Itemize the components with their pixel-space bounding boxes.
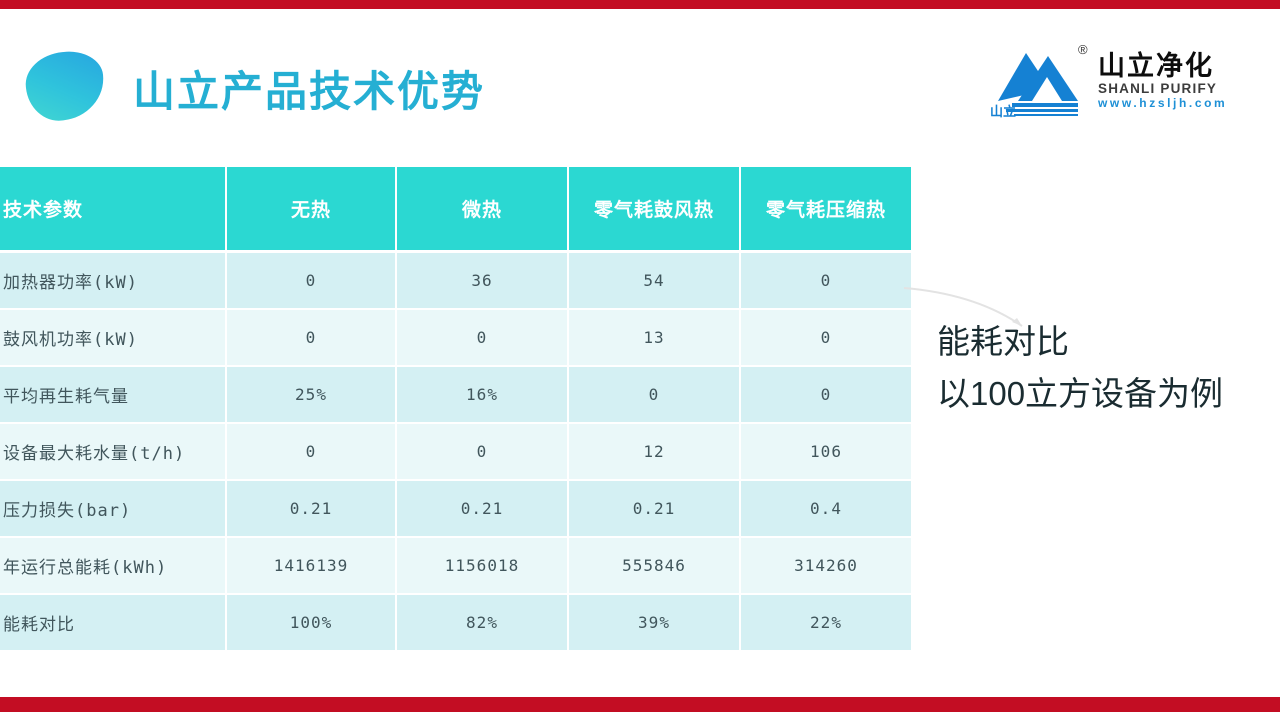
row-label-cell: 压力损失(bar) [0,481,225,536]
logo-cn-name: 山立净化 [1098,51,1214,81]
registered-trademark-icon: ® [1078,42,1088,57]
table-cell: 0 [569,367,739,422]
annotation-block: 能耗对比 以100立方设备为例 [937,316,1223,420]
table-cell: 100% [227,595,395,650]
table-cell: 25% [227,367,395,422]
table-row: 鼓风机功率(kW) 0 0 13 0 [0,310,913,365]
table-row: 压力损失(bar) 0.21 0.21 0.21 0.4 [0,481,913,536]
row-label-cell: 年运行总能耗(kWh) [0,538,225,593]
logo-text-block: 山立净化 SHANLI PURIFY www.hzsljh.com [1098,44,1227,111]
title-blob-decoration [22,48,108,124]
table-row: 年运行总能耗(kWh) 1416139 1156018 555846 314260 [0,538,913,593]
logo-en-name: SHANLI PURIFY [1098,81,1218,96]
table-cell: 0.4 [741,481,911,536]
bottom-accent-bar [0,697,1280,712]
table-cell: 106 [741,424,911,479]
table-row: 设备最大耗水量(t/h) 0 0 12 106 [0,424,913,479]
table-cell: 16% [397,367,567,422]
table-row: 加热器功率(kW) 0 36 54 0 [0,253,913,308]
table-cell: 0 [741,310,911,365]
logo-website: www.hzsljh.com [1098,96,1228,110]
table-cell: 0 [397,310,567,365]
table-cell: 82% [397,595,567,650]
table-header-cell: 零气耗鼓风热 [569,167,739,250]
top-accent-bar [0,0,1280,9]
table-header-cell: 零气耗压缩热 [741,167,911,250]
annotation-line2: 以100立方设备为例 [937,375,1224,412]
table-row: 能耗对比 100% 82% 39% 22% [0,595,913,650]
table-cell: 0 [227,253,395,308]
table-cell: 13 [569,310,739,365]
table-cell: 0.21 [227,481,395,536]
comparison-table: 技术参数 无热 微热 零气耗鼓风热 零气耗压缩热 加热器功率(kW) 0 36 54 0 鼓风机功… [0,167,913,652]
table-cell: 39% [569,595,739,650]
row-label-cell: 设备最大耗水量(t/h) [0,424,225,479]
svg-text:山立: 山立 [990,104,1016,118]
table-header-cell: 无热 [227,167,395,250]
table-cell: 0 [741,367,911,422]
table-cell: 1156018 [397,538,567,593]
table-cell: 54 [569,253,739,308]
table-cell: 0 [227,310,395,365]
row-label-cell: 平均再生耗气量 [0,367,225,422]
table-cell: 0 [397,424,567,479]
table-cell: 555846 [569,538,739,593]
table-header-cell: 微热 [397,167,567,250]
row-label-cell: 鼓风机功率(kW) [0,310,225,365]
company-logo: 山立 ® 山立净化 SHANLI PURIFY www.hzsljh.com [990,42,1227,119]
table-cell: 0 [227,424,395,479]
table-cell: 0.21 [569,481,739,536]
page-title: 山立产品技术优势 [133,67,486,116]
table-header-cell: 技术参数 [0,167,225,250]
table-cell: 0.21 [397,481,567,536]
row-label-cell: 能耗对比 [0,595,225,650]
table-cell: 12 [569,424,739,479]
mountain-logo-icon: 山立 ® [990,42,1092,119]
table-cell: 36 [397,253,567,308]
table-cell: 0 [741,253,911,308]
callout-arrow [903,287,1023,327]
row-label-cell: 加热器功率(kW) [0,253,225,308]
table-header-row: 技术参数 无热 微热 零气耗鼓风热 零气耗压缩热 [0,167,913,250]
table-cell: 1416139 [227,538,395,593]
table-body: 加热器功率(kW) 0 36 54 0 鼓风机功率(kW) 0 0 13 0 平均再生耗气量 25% 1… [0,253,913,650]
annotation-line1: 能耗对比 [937,323,1069,360]
table-row: 平均再生耗气量 25% 16% 0 0 [0,367,913,422]
table-cell: 314260 [741,538,911,593]
table-cell: 22% [741,595,911,650]
